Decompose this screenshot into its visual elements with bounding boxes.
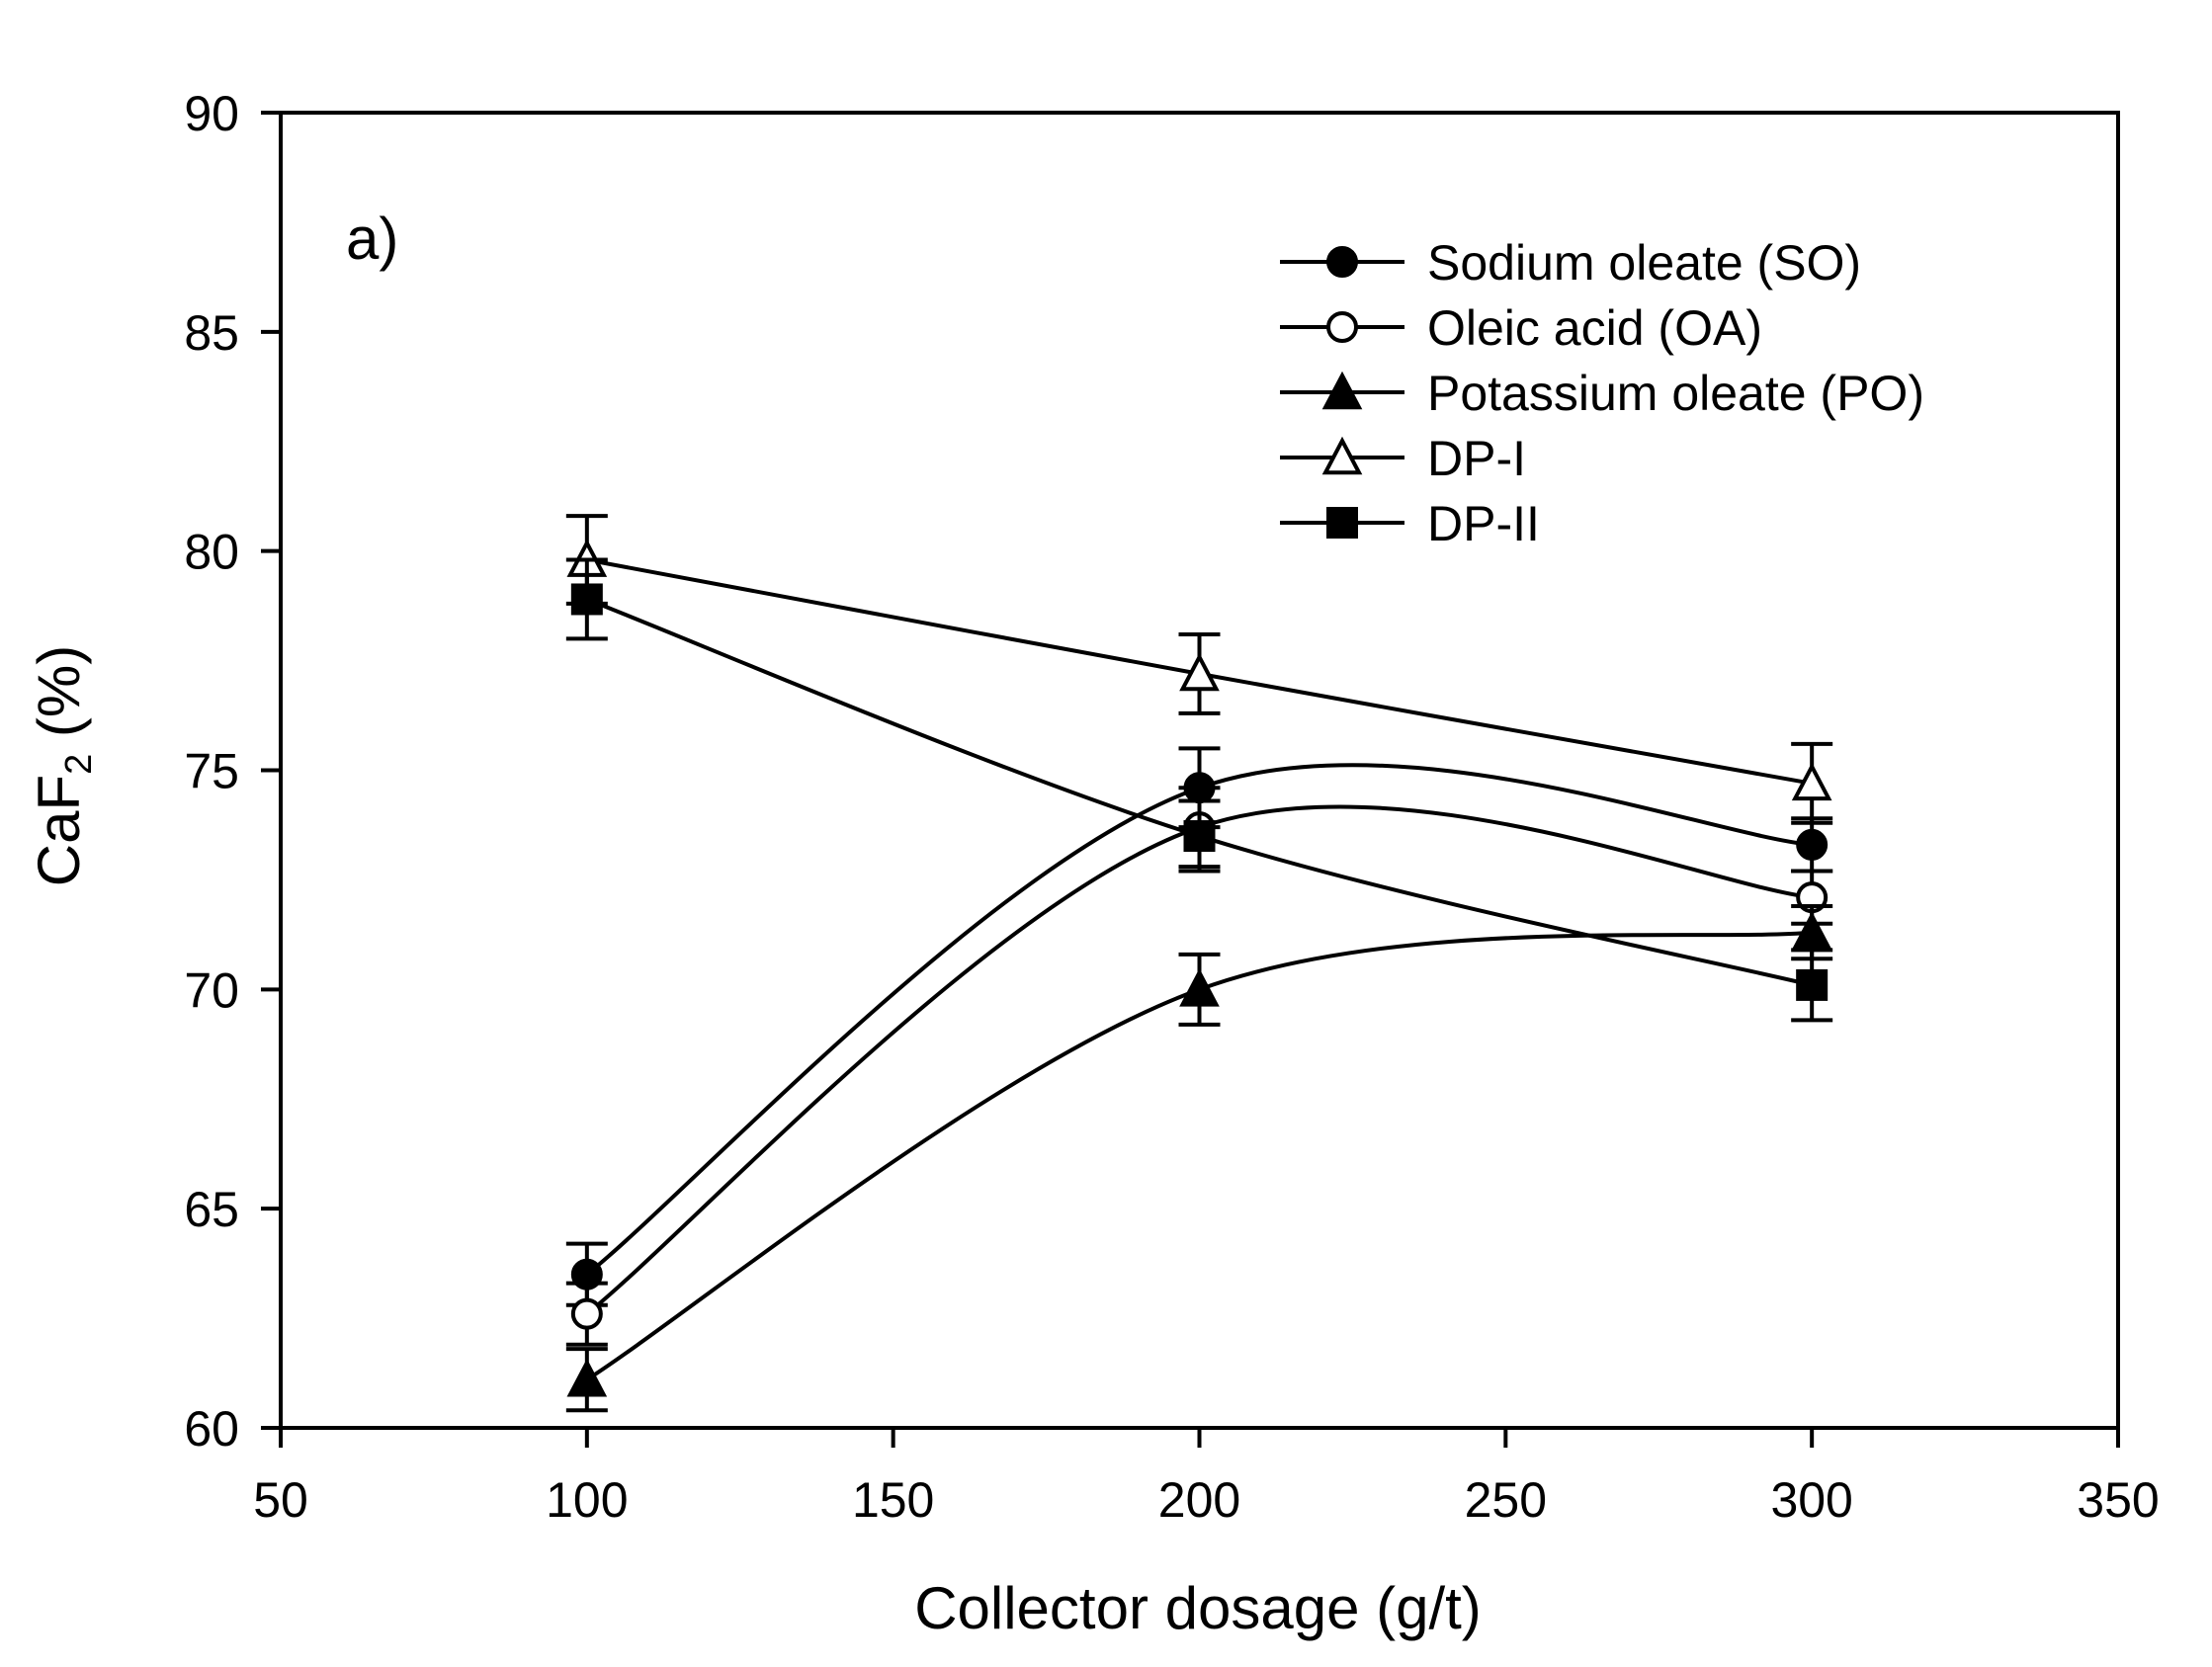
x-tick-label: 350 [2077, 1472, 2159, 1528]
legend-marker [1326, 311, 1358, 343]
legend-marker [1326, 507, 1358, 539]
series-3 [565, 904, 1833, 1413]
x-tick-label: 300 [1770, 1472, 1852, 1528]
y-axis-title: CaF2 (%) [26, 645, 100, 886]
data-point [566, 1358, 608, 1397]
legend: Sodium oleate (SO) Oleic acid (OA) Potassi… [1280, 235, 1924, 551]
y-tick-label: 85 [184, 305, 239, 361]
legend-label: DP-II [1427, 496, 1540, 551]
x-tick-label: 50 [253, 1472, 308, 1528]
data-point [1796, 828, 1829, 861]
x-axis: 50 100 150 200 250 300 350 [253, 1428, 2160, 1528]
data-point [1796, 968, 1829, 1001]
y-axis-title-base: CaF [26, 775, 92, 886]
series-4 [565, 514, 1833, 825]
legend-marker [1326, 246, 1358, 278]
y-tick-label: 80 [184, 525, 239, 580]
legend-item: Potassium oleate (PO) [1280, 366, 1924, 421]
y-tick-label: 60 [184, 1401, 239, 1457]
series-layer [565, 514, 1833, 1413]
legend-item: DP-I [1280, 431, 1526, 486]
data-point [570, 1297, 603, 1330]
y-axis-title-subscript: 2 [58, 754, 100, 775]
panel-label: a) [346, 206, 398, 272]
series-5 [565, 557, 1833, 1023]
legend-label: Sodium oleate (SO) [1427, 235, 1861, 291]
data-point [1179, 968, 1220, 1007]
legend-label: DP-I [1427, 431, 1526, 486]
y-tick-label: 90 [184, 86, 239, 141]
y-axis: 60 65 70 75 80 85 90 [184, 86, 281, 1457]
legend-label: Potassium oleate (PO) [1427, 366, 1924, 421]
data-point [1791, 911, 1832, 950]
data-point [1179, 652, 1220, 692]
x-tick-label: 200 [1158, 1472, 1240, 1528]
data-point [1183, 820, 1216, 853]
x-tick-label: 150 [852, 1472, 934, 1528]
y-tick-label: 70 [184, 962, 239, 1018]
y-tick-label: 65 [184, 1182, 239, 1237]
data-point [1791, 762, 1832, 801]
y-tick-label: 75 [184, 744, 239, 799]
legend-item: DP-II [1280, 496, 1540, 551]
x-tick-label: 100 [546, 1472, 628, 1528]
legend-item: Oleic acid (OA) [1280, 300, 1762, 356]
legend-marker [1321, 436, 1363, 475]
y-axis-title-suffix: (%) [26, 645, 92, 754]
legend-item: Sodium oleate (SO) [1280, 235, 1861, 291]
legend-label: Oleic acid (OA) [1427, 300, 1762, 356]
x-axis-title: Collector dosage (g/t) [914, 1575, 1482, 1641]
legend-marker [1321, 371, 1363, 410]
data-point [570, 583, 603, 616]
x-tick-label: 250 [1465, 1472, 1547, 1528]
